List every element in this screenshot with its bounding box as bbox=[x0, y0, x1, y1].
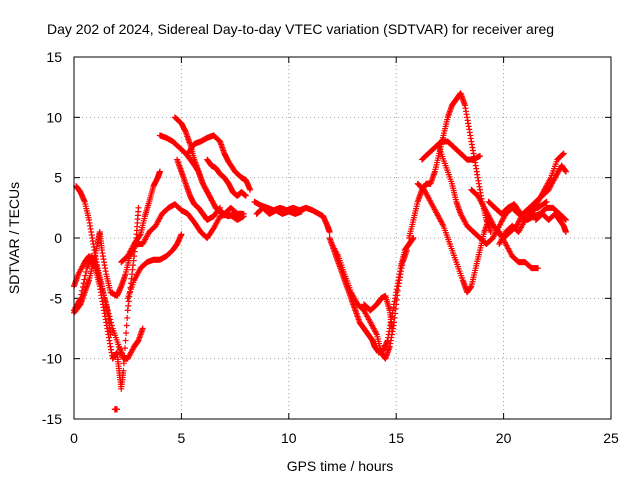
series-arc-18 bbox=[406, 90, 494, 241]
data-point bbox=[562, 168, 569, 175]
data-point bbox=[156, 168, 163, 175]
y-tick-label: -10 bbox=[42, 351, 62, 367]
data-point bbox=[326, 228, 333, 235]
data-point bbox=[121, 352, 128, 359]
data-point bbox=[136, 232, 143, 239]
y-tick-label: 5 bbox=[54, 170, 62, 186]
series-arc-11 bbox=[184, 132, 254, 193]
data-point bbox=[120, 367, 127, 374]
data-point bbox=[476, 152, 483, 159]
axis-ticks: 0 5 10 15 20 25 -15 -10 -5 0 5 10 15 bbox=[42, 49, 619, 446]
x-tick-label: 25 bbox=[603, 430, 619, 446]
data-point bbox=[560, 150, 567, 157]
data-point bbox=[559, 151, 566, 158]
y-tick-label: 10 bbox=[46, 109, 62, 125]
data-point bbox=[123, 330, 130, 337]
y-tick-label: -5 bbox=[50, 290, 63, 306]
data-points bbox=[71, 90, 569, 413]
x-tick-label: 0 bbox=[70, 430, 78, 446]
data-point bbox=[247, 186, 254, 193]
x-tick-label: 10 bbox=[281, 430, 297, 446]
y-axis-label: SDTVAR / TECUs bbox=[6, 182, 22, 294]
grid bbox=[74, 57, 611, 419]
data-point bbox=[562, 228, 569, 235]
data-point bbox=[135, 204, 142, 211]
data-point bbox=[122, 345, 129, 352]
y-tick-label: 15 bbox=[46, 49, 62, 65]
data-point bbox=[178, 231, 185, 238]
data-point bbox=[107, 331, 114, 338]
data-point bbox=[542, 199, 549, 206]
series-arc-14 bbox=[253, 204, 305, 217]
series-arc-24 bbox=[532, 210, 569, 235]
series-arc-13 bbox=[251, 198, 333, 235]
x-axis-label: GPS time / hours bbox=[287, 458, 394, 474]
data-point bbox=[543, 198, 550, 205]
data-point bbox=[403, 247, 410, 254]
data-point bbox=[238, 210, 245, 217]
series-arc-5 bbox=[118, 168, 163, 266]
series-arc-12 bbox=[204, 156, 249, 199]
series-arc-25 bbox=[496, 198, 550, 248]
series-arc-3 bbox=[73, 183, 114, 338]
series-arc-7 bbox=[124, 231, 185, 302]
data-point bbox=[216, 205, 223, 212]
data-point bbox=[534, 265, 541, 272]
data-point bbox=[122, 337, 129, 344]
data-point bbox=[83, 268, 90, 275]
x-tick-label: 15 bbox=[388, 430, 404, 446]
y-tick-label: 0 bbox=[54, 230, 62, 246]
data-point bbox=[217, 204, 224, 211]
series-arc-10 bbox=[174, 156, 224, 223]
series-arc-6 bbox=[111, 406, 120, 413]
data-point bbox=[123, 322, 130, 329]
data-point bbox=[124, 314, 131, 321]
data-point bbox=[562, 216, 569, 223]
data-point bbox=[487, 228, 494, 235]
data-point bbox=[562, 216, 569, 223]
series-arc-16 bbox=[328, 241, 410, 362]
series-arc-17 bbox=[360, 292, 395, 332]
x-tick-label: 5 bbox=[178, 430, 186, 446]
data-point bbox=[120, 360, 127, 367]
data-point bbox=[81, 276, 88, 283]
data-point bbox=[388, 325, 395, 332]
series-arc-19 bbox=[418, 138, 483, 163]
plot-frame bbox=[73, 56, 612, 420]
data-point bbox=[113, 406, 120, 413]
y-tick-label: -15 bbox=[42, 411, 62, 427]
series-arc-23 bbox=[485, 198, 569, 223]
chart-title: Day 202 of 2024, Sidereal Day-to-day VTE… bbox=[47, 21, 554, 37]
data-point bbox=[139, 325, 146, 332]
x-tick-label: 20 bbox=[496, 430, 512, 446]
data-point bbox=[298, 208, 305, 215]
data-point bbox=[242, 192, 249, 199]
